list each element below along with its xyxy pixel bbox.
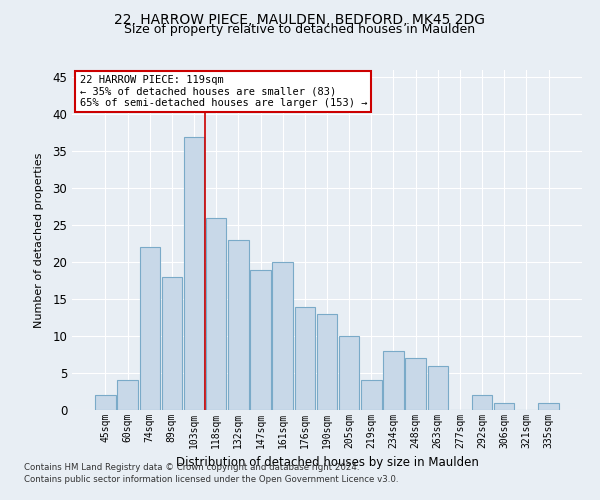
Bar	[140, 248, 160, 410]
Text: 22, HARROW PIECE, MAULDEN, BEDFORD, MK45 2DG: 22, HARROW PIECE, MAULDEN, BEDFORD, MK45…	[115, 12, 485, 26]
Bar	[339, 336, 359, 410]
Bar	[184, 136, 204, 410]
Bar	[250, 270, 271, 410]
Bar	[428, 366, 448, 410]
X-axis label: Distribution of detached houses by size in Maulden: Distribution of detached houses by size …	[176, 456, 478, 469]
Text: 22 HARROW PIECE: 119sqm
← 35% of detached houses are smaller (83)
65% of semi-de: 22 HARROW PIECE: 119sqm ← 35% of detache…	[80, 75, 367, 108]
Bar	[118, 380, 138, 410]
Text: Contains HM Land Registry data © Crown copyright and database right 2024.: Contains HM Land Registry data © Crown c…	[24, 464, 359, 472]
Bar	[272, 262, 293, 410]
Bar	[317, 314, 337, 410]
Bar	[538, 402, 559, 410]
Bar	[295, 306, 315, 410]
Y-axis label: Number of detached properties: Number of detached properties	[34, 152, 44, 328]
Bar	[361, 380, 382, 410]
Bar	[206, 218, 226, 410]
Bar	[383, 351, 404, 410]
Text: Contains public sector information licensed under the Open Government Licence v3: Contains public sector information licen…	[24, 475, 398, 484]
Bar	[494, 402, 514, 410]
Text: Size of property relative to detached houses in Maulden: Size of property relative to detached ho…	[124, 22, 476, 36]
Bar	[228, 240, 248, 410]
Bar	[161, 277, 182, 410]
Bar	[95, 395, 116, 410]
Bar	[472, 395, 493, 410]
Bar	[406, 358, 426, 410]
